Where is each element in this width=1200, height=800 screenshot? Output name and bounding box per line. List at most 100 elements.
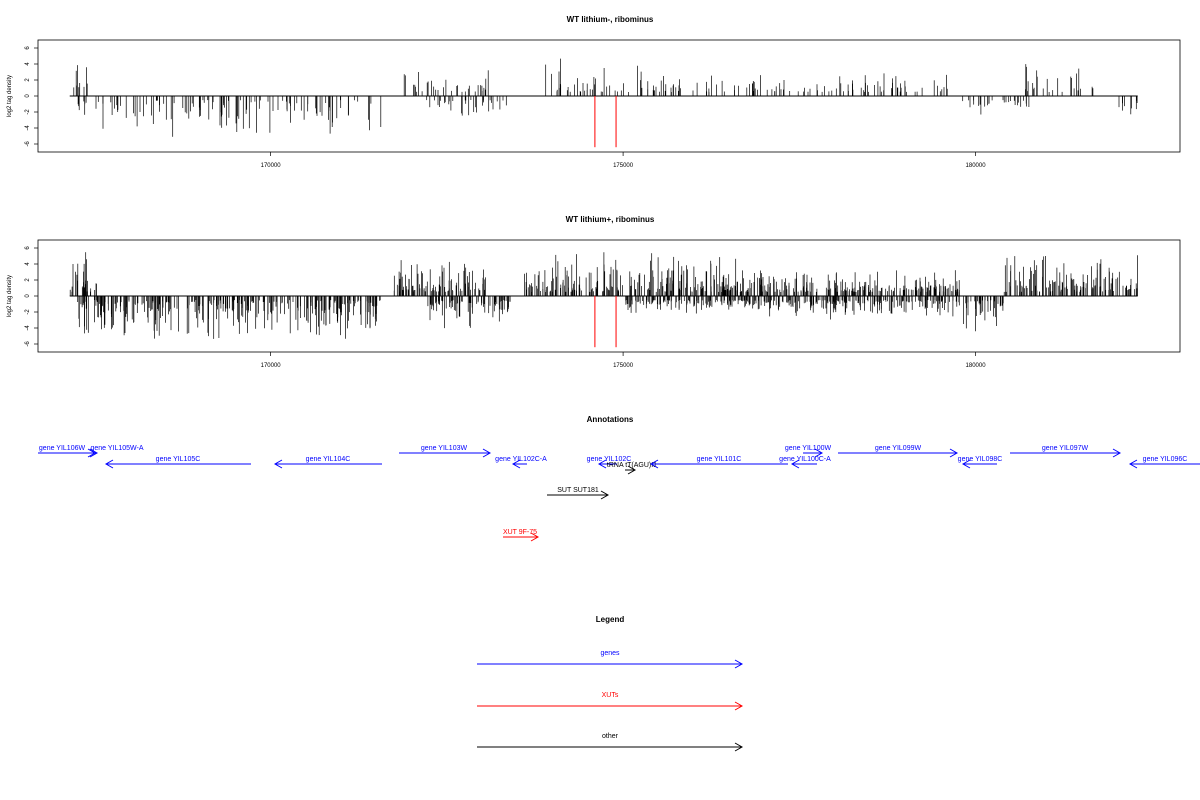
- feature-arrow-head: [1128, 459, 1138, 469]
- legend-arrow-head: [734, 659, 744, 669]
- annotation-feature: gene YIL105C: [104, 456, 251, 469]
- annotation-feature: tRNA tT(AGU)I1: [607, 462, 657, 475]
- feature-label: gene YIL106W: [39, 445, 86, 452]
- annotation-feature: gene YIL105W-A: [89, 445, 144, 458]
- feature-arrow-head: [790, 459, 800, 469]
- annotation-feature: gene YIL102C: [587, 456, 632, 469]
- legend-label: genes: [600, 650, 620, 657]
- feature-label: gene YIL096C: [1143, 456, 1188, 463]
- panel-title: WT lithium-, ribominus: [567, 15, 654, 24]
- feature-label: gene YIL099W: [875, 445, 922, 452]
- marker-lines: [594, 96, 617, 148]
- y-tick-label: 6: [25, 46, 31, 50]
- annotation-feature: gene YIL097W: [1010, 445, 1122, 458]
- legend-title: Legend: [596, 615, 625, 624]
- legend-entry: genes: [477, 650, 744, 669]
- feature-label: gene YIL102C: [587, 456, 632, 463]
- y-tick-label: -2: [25, 309, 31, 315]
- legend-arrow-head: [734, 701, 744, 711]
- feature-arrow-head: [814, 448, 824, 458]
- feature-arrow-head: [530, 532, 540, 542]
- feature-label: XUT 9F-75: [503, 529, 537, 536]
- annotation-feature: SUT SUT181: [547, 487, 610, 500]
- y-tick-label: 2: [25, 278, 31, 282]
- feature-arrow-head: [511, 459, 521, 469]
- feature-label: gene YIL105C: [156, 456, 201, 463]
- legend-entry: XUTs: [477, 692, 744, 711]
- feature-label: gene YIL105W-A: [90, 445, 143, 452]
- y-tick-label: 0: [25, 94, 31, 98]
- y-tick-label: -2: [25, 109, 31, 115]
- y-tick-label: -4: [25, 125, 31, 131]
- feature-arrow-head: [597, 459, 607, 469]
- bar-series: [69, 252, 1138, 339]
- feature-arrow-head: [273, 459, 283, 469]
- x-tick-label: 175000: [613, 363, 634, 369]
- annotation-feature: gene YIL102C-A: [495, 456, 547, 469]
- annotation-feature: XUT 9F-75: [503, 529, 540, 542]
- y-tick-label: 4: [25, 262, 31, 266]
- y-tick-label: 2: [25, 78, 31, 82]
- legend-arrow-head: [734, 742, 744, 752]
- feature-arrow-head: [949, 448, 959, 458]
- annotation-feature: gene YIL096C: [1128, 456, 1200, 469]
- y-tick-label: 0: [25, 294, 31, 298]
- panel-title: WT lithium+, ribominus: [566, 215, 655, 224]
- feature-arrow-head: [104, 459, 114, 469]
- annotation-feature: gene YIL098C: [958, 456, 1003, 469]
- x-tick-label: 180000: [966, 363, 987, 369]
- y-tick-label: 6: [25, 246, 31, 250]
- feature-label: gene YIL098C: [958, 456, 1003, 463]
- track-panel-lithium-plus: WT lithium+, ribominus log2 tag density …: [7, 215, 1181, 369]
- feature-arrow-head: [649, 459, 659, 469]
- feature-label: gene YIL101C: [697, 456, 742, 463]
- legend-entry: other: [477, 733, 744, 752]
- legend-panel: Legend genes XUTs other: [477, 615, 744, 752]
- x-axis: 170000 175000 180000: [261, 352, 987, 369]
- feature-label: gene YIL102C-A: [495, 456, 547, 463]
- y-axis: -6 -4 -2 0 2 4 6: [25, 246, 38, 347]
- feature-arrow-head: [482, 448, 492, 458]
- annotation-feature: gene YIL104C: [273, 456, 382, 469]
- x-tick-label: 170000: [261, 163, 282, 169]
- feature-label: SUT SUT181: [557, 487, 599, 494]
- marker-lines: [594, 296, 617, 348]
- annotation-feature: gene YIL101C: [649, 456, 788, 469]
- x-axis: 170000 175000 180000: [261, 152, 987, 169]
- bar-series: [69, 58, 1138, 137]
- feature-label: gene YIL104C: [306, 456, 351, 463]
- feature-label: gene YIL103W: [421, 445, 468, 452]
- y-tick-label: -6: [25, 341, 31, 347]
- feature-label: gene YIL097W: [1042, 445, 1089, 452]
- x-tick-label: 170000: [261, 363, 282, 369]
- track-panel-lithium-minus: WT lithium-, ribominus log2 tag density …: [7, 15, 1181, 169]
- annotation-feature: gene YIL100W: [785, 445, 832, 458]
- y-axis-label: log2 tag density: [7, 275, 13, 317]
- feature-arrow-head: [600, 490, 610, 500]
- feature-label: tRNA tT(AGU)I1: [607, 462, 657, 469]
- annotation-feature: gene YIL103W: [399, 445, 492, 458]
- annotation-feature: gene YIL099W: [838, 445, 959, 458]
- x-tick-label: 180000: [966, 163, 987, 169]
- annotation-feature: gene YIL106W: [38, 445, 97, 458]
- feature-label: gene YIL100C-A: [779, 456, 831, 463]
- legend-entries: genes XUTs other: [477, 650, 744, 752]
- y-axis: -6 -4 -2 0 2 4 6: [25, 46, 38, 147]
- y-tick-label: -4: [25, 325, 31, 331]
- annotations-panel: Annotations gene YIL106W gene YIL105W-Age…: [38, 415, 1200, 542]
- feature-arrow-head: [961, 459, 971, 469]
- y-tick-label: 4: [25, 62, 31, 66]
- legend-label: XUTs: [602, 692, 619, 699]
- annotation-feature: gene YIL100C-A: [779, 456, 831, 469]
- y-axis-label: log2 tag density: [7, 75, 13, 117]
- annotation-features: gene YIL106W gene YIL105W-A gene YIL105C ge…: [38, 445, 1200, 542]
- feature-arrow-head: [1112, 448, 1122, 458]
- x-tick-label: 175000: [613, 163, 634, 169]
- legend-label: other: [602, 733, 619, 740]
- feature-arrow-head: [627, 465, 637, 475]
- feature-label: gene YIL100W: [785, 445, 832, 452]
- feature-arrow-head: [89, 448, 99, 458]
- y-tick-label: -6: [25, 141, 31, 147]
- annotations-title: Annotations: [587, 415, 634, 424]
